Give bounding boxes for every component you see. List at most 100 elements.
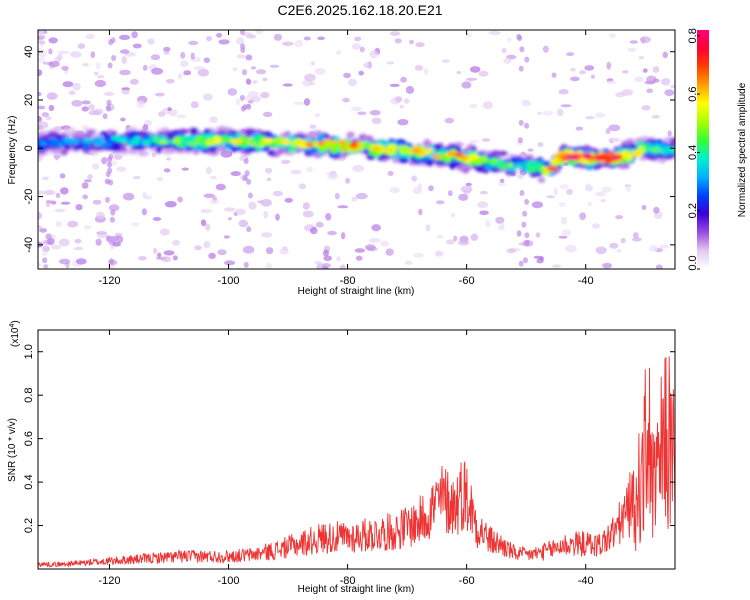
spectrogram-noise-blob xyxy=(167,107,172,112)
spectrogram-noise-blob xyxy=(131,222,140,227)
spectrogram-noise-blob xyxy=(220,150,233,158)
spectrogram-noise-blob xyxy=(42,176,49,181)
spectrogram-noise-blob xyxy=(235,208,246,215)
spectrogram-noise-blob xyxy=(640,36,646,44)
colorbar-tick-label: 0.0 xyxy=(687,255,699,270)
spectrogram-noise-blob xyxy=(294,39,304,48)
spectrogram-frame xyxy=(37,29,676,270)
spectrogram-noise-blob xyxy=(478,70,489,77)
snr-x-tick-label: -60 xyxy=(459,575,475,587)
spectrogram-noise-blob xyxy=(282,83,293,87)
spectrogram-noise-blob xyxy=(585,116,595,120)
spectrogram-noise-blob xyxy=(369,50,378,59)
spectrogram-noise-blob xyxy=(38,211,43,220)
spectrogram-ridge-blob xyxy=(189,127,198,135)
spectrogram-noise-blob xyxy=(255,69,267,75)
spectrogram-noise-blob xyxy=(437,235,443,239)
spectrogram-noise-blob xyxy=(482,101,494,110)
spectrogram-noise-blob xyxy=(251,66,256,70)
spectrogram-noise-blob xyxy=(266,177,272,182)
spectrogram-noise-blob xyxy=(355,192,368,200)
spectrogram-ridge-blob xyxy=(90,150,98,156)
spectrogram-noise-blob xyxy=(269,64,280,68)
spectrogram-noise-blob xyxy=(92,163,100,170)
spectrogram-noise-blob xyxy=(518,260,524,267)
spectrogram-noise-blob xyxy=(42,245,50,253)
spectrogram-ridge-blob xyxy=(366,155,376,160)
spectrogram-ridge-blob xyxy=(517,163,527,169)
spectrogram-noise-blob xyxy=(70,51,82,58)
spectrogram-x-tick-label: -80 xyxy=(340,275,356,287)
spectrogram-ridge-blob xyxy=(110,135,123,141)
spectrogram-noise-blob xyxy=(223,235,230,239)
spectrogram-noise-blob xyxy=(43,264,49,269)
spectrogram-noise-blob xyxy=(230,171,241,177)
spectrogram-noise-blob xyxy=(341,97,351,103)
spectrogram-noise-blob xyxy=(428,185,434,192)
spectrogram-noise-blob xyxy=(264,167,273,174)
spectrogram-noise-blob xyxy=(351,43,361,50)
spectrogram-ridge-blob xyxy=(392,158,401,164)
snr-y-tick-label: 0.8 xyxy=(23,388,35,403)
colorbar-tick-label: 0.6 xyxy=(687,86,699,101)
spectrogram-noise-blob xyxy=(48,48,53,55)
spectrogram-noise-blob xyxy=(395,96,403,103)
spectrogram-noise-blob xyxy=(95,238,102,246)
spectrogram-noise-blob xyxy=(354,248,366,253)
spectrogram-noise-blob xyxy=(524,232,530,239)
spectrogram-noise-blob xyxy=(193,66,205,71)
spectrogram-noise-blob xyxy=(304,73,316,82)
spectrogram-noise-blob xyxy=(499,178,505,183)
spectrogram-noise-blob xyxy=(96,211,105,220)
spectrogram-noise-blob xyxy=(646,88,653,94)
spectrogram-ridge-blob xyxy=(240,141,248,148)
spectrogram-ridge-blob xyxy=(178,141,186,146)
chart-title: C2E6.2025.162.18.20.E21 xyxy=(277,2,443,18)
spectrogram-ridge-blob xyxy=(287,146,297,153)
spectrogram-noise-blob xyxy=(314,113,321,118)
spectrogram-noise-blob xyxy=(103,91,115,97)
spectrogram-noise-blob xyxy=(561,229,572,237)
spectrogram-noise-blob xyxy=(38,57,46,63)
spectrogram-noise-blob xyxy=(282,41,294,46)
spectrogram-noise-blob xyxy=(644,80,656,85)
spectrogram-noise-blob xyxy=(632,237,642,242)
spectrogram-y-tick-label: 40 xyxy=(23,46,35,58)
spectrogram-noise-blob xyxy=(397,119,409,126)
spectrogram-noise-blob xyxy=(322,249,329,257)
spectrogram-noise-blob xyxy=(55,192,61,198)
spectrogram-ridge-blob xyxy=(475,167,487,173)
spectrogram-noise-blob xyxy=(261,232,273,238)
spectrogram-noise-blob xyxy=(38,225,43,229)
spectrogram-noise-blob xyxy=(242,175,248,182)
spectrogram-noise-blob xyxy=(227,88,238,96)
spectrogram-noise-blob xyxy=(522,210,528,217)
spectrogram-noise-blob xyxy=(423,68,429,75)
spectrogram-noise-blob xyxy=(54,154,60,161)
spectrogram-noise-blob xyxy=(141,208,147,216)
spectrogram-noise-blob xyxy=(485,220,491,228)
spectrogram-noise-blob xyxy=(58,238,70,247)
spectrogram-noise-blob xyxy=(670,84,675,89)
snr-series-line xyxy=(38,356,675,568)
spectrogram-noise-blob xyxy=(131,31,138,39)
spectrogram-noise-blob xyxy=(615,215,623,220)
spectrogram-ridge-blob xyxy=(358,134,367,140)
spectrogram-ridge-blob xyxy=(145,139,152,146)
spectrogram-noise-blob xyxy=(97,75,105,79)
spectrogram-noise-blob xyxy=(343,72,351,78)
snr-x-axis-title: Height of straight line (km) xyxy=(298,584,415,595)
spectrogram-ridge-blob xyxy=(398,157,409,164)
spectrogram-noise-blob xyxy=(190,52,195,60)
spectrogram-noise-blob xyxy=(153,247,158,254)
spectrogram-ridge-blob xyxy=(186,142,197,147)
spectrogram-noise-blob xyxy=(205,223,211,231)
spectrogram-ridge-blob xyxy=(506,166,517,172)
spectrogram-noise-blob xyxy=(500,222,505,229)
spectrogram-noise-blob xyxy=(667,130,672,137)
spectrogram-noise-blob xyxy=(641,205,647,210)
spectrogram-ridge-blob xyxy=(262,137,274,144)
spectrogram-noise-blob xyxy=(323,255,333,262)
spectrogram-noise-blob xyxy=(142,124,149,131)
spectrogram-noise-blob xyxy=(560,104,572,108)
